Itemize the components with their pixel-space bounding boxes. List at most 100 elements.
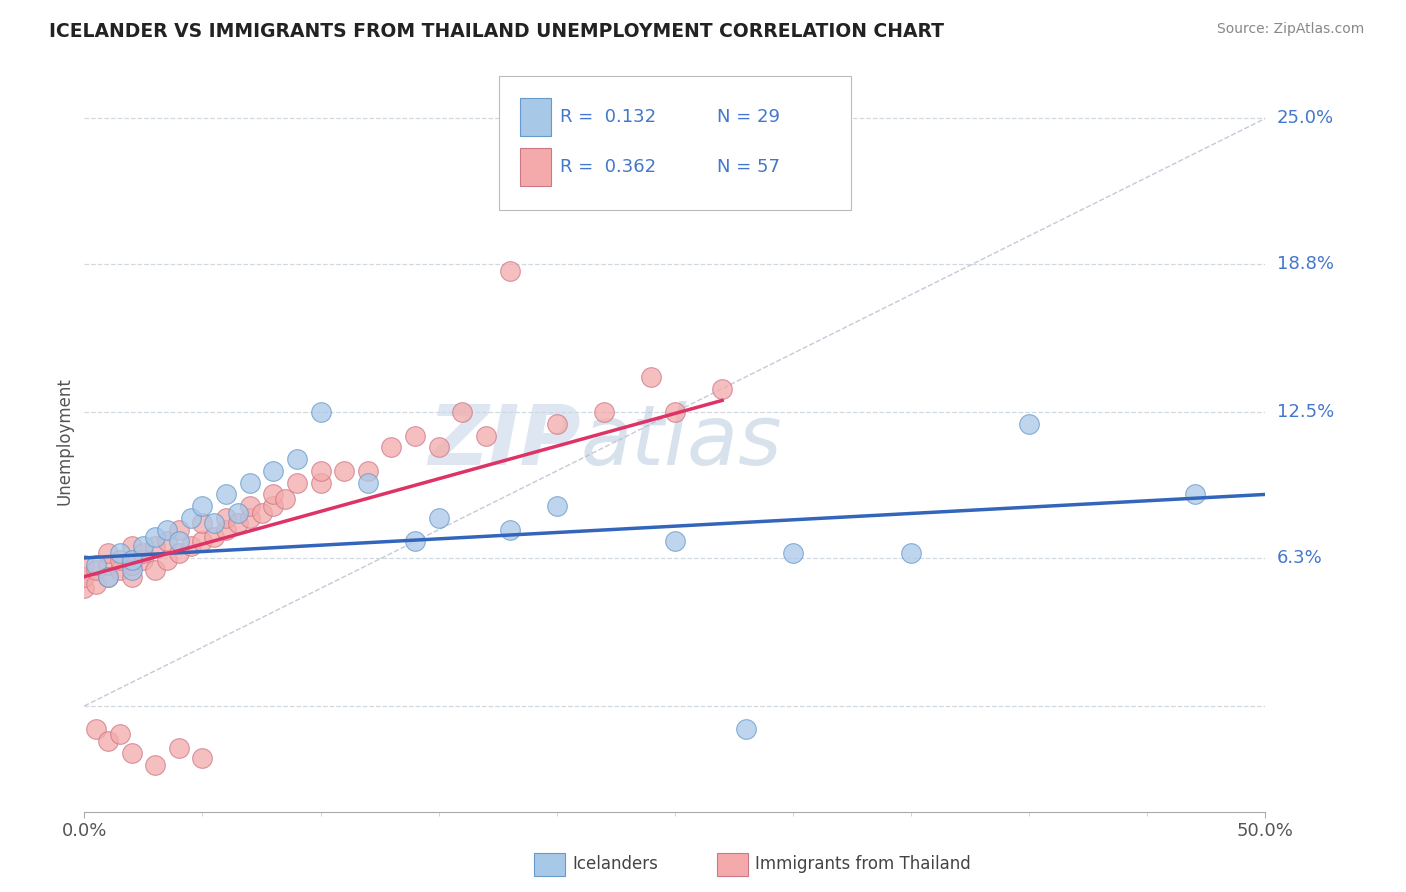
Point [191,516,214,530]
Point [593,405,616,419]
Point [285,475,308,490]
Point [546,417,568,431]
Point [239,475,262,490]
Point [239,511,262,525]
Point [108,563,131,577]
Point [108,553,131,567]
Text: N = 29: N = 29 [717,108,780,126]
Point [84,563,107,577]
Point [156,553,179,567]
Point [73,570,96,584]
Point [167,741,190,756]
Point [427,441,450,455]
Point [121,539,143,553]
Point [132,539,155,553]
Point [664,534,686,549]
Point [285,452,308,467]
Point [498,523,520,537]
Point [97,558,120,572]
Point [309,464,332,478]
Point [73,558,96,572]
Point [640,370,662,384]
Point [1184,487,1206,501]
Point [404,534,426,549]
Text: R =  0.132: R = 0.132 [560,108,655,126]
Y-axis label: Unemployment: Unemployment [55,377,73,506]
Point [84,576,107,591]
Text: R =  0.362: R = 0.362 [560,158,655,176]
Text: Immigrants from Thailand: Immigrants from Thailand [755,855,970,873]
Point [262,464,284,478]
Point [250,506,273,520]
Point [73,582,96,596]
Point [427,511,450,525]
Point [167,546,190,560]
Point [782,546,804,560]
Point [1018,417,1040,431]
Text: ICELANDER VS IMMIGRANTS FROM THAILAND UNEMPLOYMENT CORRELATION CHART: ICELANDER VS IMMIGRANTS FROM THAILAND UN… [49,22,945,41]
Point [97,570,120,584]
Point [191,534,214,549]
Point [202,530,225,544]
Point [167,534,190,549]
Point [108,546,131,560]
Point [309,475,332,490]
Text: atlas: atlas [581,401,782,482]
Point [262,487,284,501]
Point [498,264,520,278]
Point [191,750,214,764]
Point [226,516,249,530]
Point [357,475,380,490]
Point [180,511,202,525]
Point [900,546,922,560]
Point [132,546,155,560]
Point [84,558,107,572]
Point [121,563,143,577]
Point [143,530,166,544]
Point [156,534,179,549]
Text: 6.3%: 6.3% [1277,549,1322,567]
Point [97,546,120,560]
Point [97,570,120,584]
Point [97,734,120,748]
Text: 18.8%: 18.8% [1277,255,1333,273]
Point [215,487,238,501]
Point [226,506,249,520]
Point [121,746,143,760]
Point [121,558,143,572]
Point [357,464,380,478]
Point [262,499,284,513]
Point [546,499,568,513]
Point [180,539,202,553]
Point [239,499,262,513]
Point [156,523,179,537]
Point [664,405,686,419]
Point [143,563,166,577]
Point [167,523,190,537]
Text: 25.0%: 25.0% [1277,110,1334,128]
Point [202,516,225,530]
Point [404,428,426,442]
Point [309,405,332,419]
Point [333,464,356,478]
Point [143,539,166,553]
Point [274,492,297,507]
Point [143,757,166,772]
Text: ZIP: ZIP [427,401,581,482]
Point [380,441,402,455]
Point [191,499,214,513]
Point [711,382,734,396]
Point [132,553,155,567]
Text: N = 57: N = 57 [717,158,780,176]
Text: Icelanders: Icelanders [572,855,658,873]
Point [84,723,107,737]
Point [215,523,238,537]
Point [121,553,143,567]
Text: Source: ZipAtlas.com: Source: ZipAtlas.com [1216,22,1364,37]
Point [121,570,143,584]
Text: 12.5%: 12.5% [1277,403,1334,421]
Point [475,428,498,442]
Point [451,405,474,419]
Point [215,511,238,525]
Point [734,723,756,737]
